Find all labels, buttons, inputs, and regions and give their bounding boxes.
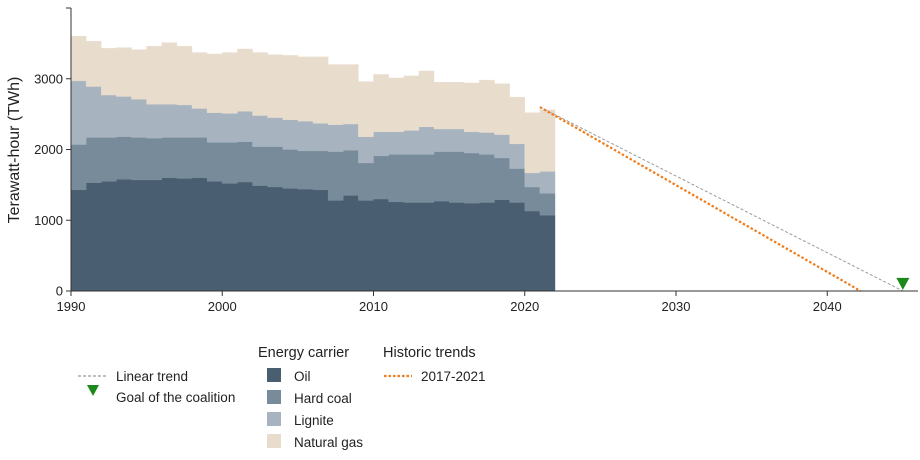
legend-item-natural-gas: Natural gas: [267, 434, 363, 450]
x-ticks: 1990 2000 2010 2020 2030 2040: [57, 291, 842, 314]
legend-item-oil: Oil: [267, 368, 311, 384]
legend-item-linear-trend: Linear trend: [78, 369, 188, 384]
trend-lines: [539, 106, 910, 292]
y-ticks: 0 1000 2000 3000: [34, 7, 71, 299]
goal-triangle-icon: [87, 385, 99, 396]
x-tick-label: 2000: [208, 299, 237, 314]
legend-item-goal: Goal of the coalition: [87, 385, 235, 405]
legend-label-oil: Oil: [294, 369, 311, 384]
legend-item-hard-coal: Hard coal: [267, 390, 352, 406]
y-tick-label: 1000: [34, 213, 63, 228]
natural-gas-swatch: [267, 434, 281, 448]
stacked-areas: [70, 36, 556, 292]
legend-label-goal: Goal of the coalition: [116, 390, 235, 405]
lignite-swatch: [267, 412, 281, 426]
legend-item-lignite: Lignite: [267, 412, 334, 428]
linear-trend-line: [539, 106, 904, 292]
y-tick-label: 3000: [34, 71, 63, 86]
historic-trend-line-2017-2021: [539, 106, 862, 292]
y-tick-label: 2000: [34, 142, 63, 157]
legend-title-energy-carrier: Energy carrier: [258, 345, 349, 361]
y-axis-title: Terawatt-hour (TWh): [6, 77, 23, 224]
legend-title-historic-trends: Historic trends: [383, 345, 476, 361]
area-natural-gas: [70, 36, 556, 174]
y-tick-label: 0: [56, 284, 63, 299]
legend-item-2017-2021: 2017-2021: [384, 369, 486, 384]
x-tick-label: 2030: [662, 299, 691, 314]
axes: 0 1000 2000 3000 1990 2000 2010 2020 2030 2040 T…: [6, 7, 918, 314]
legend-label-linear-trend: Linear trend: [116, 369, 188, 384]
x-tick-label: 1990: [57, 299, 86, 314]
x-tick-label: 2010: [359, 299, 388, 314]
legend-label-2017-2021: 2017-2021: [421, 369, 486, 384]
legend-label-lignite: Lignite: [294, 413, 334, 428]
x-tick-label: 2020: [510, 299, 539, 314]
legend: Linear trend Goal of the coalition Energ…: [78, 345, 486, 450]
legend-label-hard-coal: Hard coal: [294, 391, 352, 406]
oil-swatch: [267, 368, 281, 382]
hard-coal-swatch: [267, 390, 281, 404]
x-tick-label: 2040: [813, 299, 842, 314]
legend-label-natural-gas: Natural gas: [294, 435, 363, 450]
goal-marker: [896, 277, 910, 290]
